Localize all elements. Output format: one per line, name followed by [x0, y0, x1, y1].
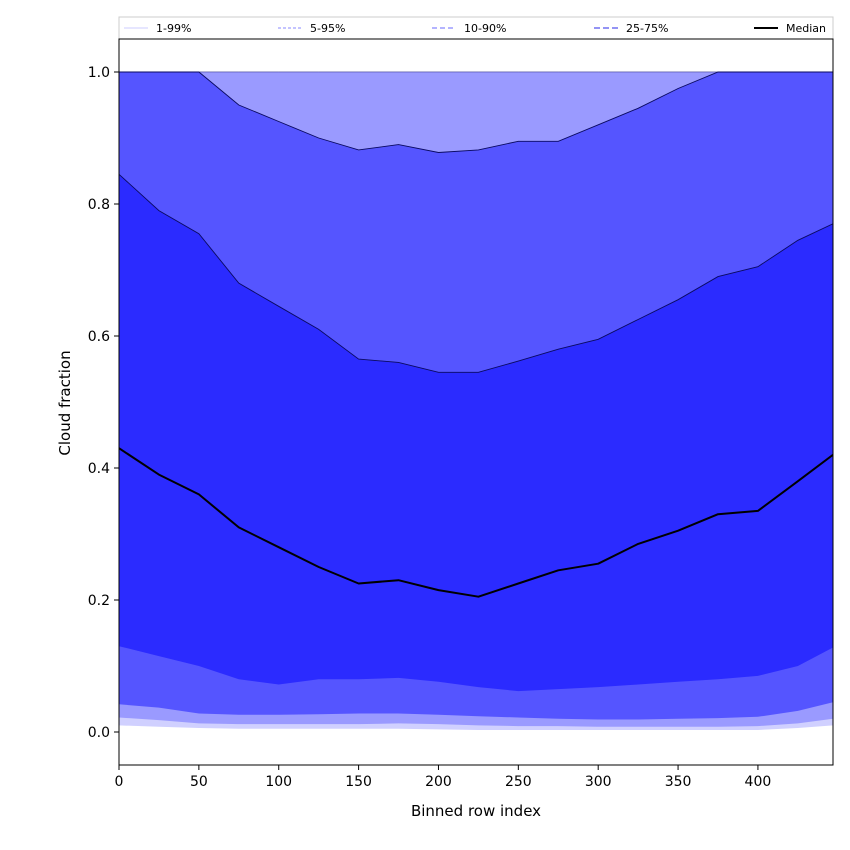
x-axis-label: Binned row index	[411, 802, 541, 820]
legend-item-median: Median	[754, 22, 826, 35]
y-tick-label: 1.0	[88, 65, 110, 81]
band-edge-25-75pct	[119, 173, 833, 373]
legend-item-10-90pct: 10-90%	[432, 22, 506, 35]
y-axis-label: Cloud fraction	[56, 350, 74, 455]
x-tick-label: 200	[425, 774, 452, 790]
x-tick-label: 250	[505, 774, 532, 790]
legend-item-25-75pct: 25-75%	[594, 22, 668, 35]
y-tick-label: 0.2	[88, 593, 110, 609]
y-tick-label: 0.6	[88, 329, 110, 345]
x-tick-label: 400	[745, 774, 772, 790]
series-line-median	[119, 447, 833, 598]
legend-label: 25-75%	[626, 22, 668, 35]
x-tick-label: 50	[190, 774, 208, 790]
x-tick-label: 300	[585, 774, 612, 790]
plot-area	[119, 71, 833, 730]
x-tick-label: 100	[265, 774, 292, 790]
legend-label: 1-99%	[156, 22, 191, 35]
legend-label: 10-90%	[464, 22, 506, 35]
y-tick-label: 0.0	[88, 725, 110, 741]
legend-item-1-99pct: 1-99%	[124, 22, 191, 35]
axes: 0 50 100 150 200 250 300 350 400 0.0 0.2 0.4 0.6 0.8 1…	[88, 38, 834, 790]
legend-item-5-95pct: 5-95%	[278, 22, 345, 35]
y-tick-label: 0.4	[88, 461, 110, 477]
y-tick-label: 0.8	[88, 197, 110, 213]
x-tick-label: 350	[665, 774, 692, 790]
x-tick-label: 150	[345, 774, 372, 790]
legend-label: 5-95%	[310, 22, 345, 35]
x-tick-label: 0	[115, 774, 124, 790]
band-25-75pct	[119, 174, 833, 692]
legend-label: Median	[786, 22, 826, 35]
legend: 1-99% 5-95% 10-90% 25-75% Median	[118, 16, 834, 40]
band-edge-10-90pct	[119, 71, 833, 153]
plot-frame	[118, 38, 834, 766]
